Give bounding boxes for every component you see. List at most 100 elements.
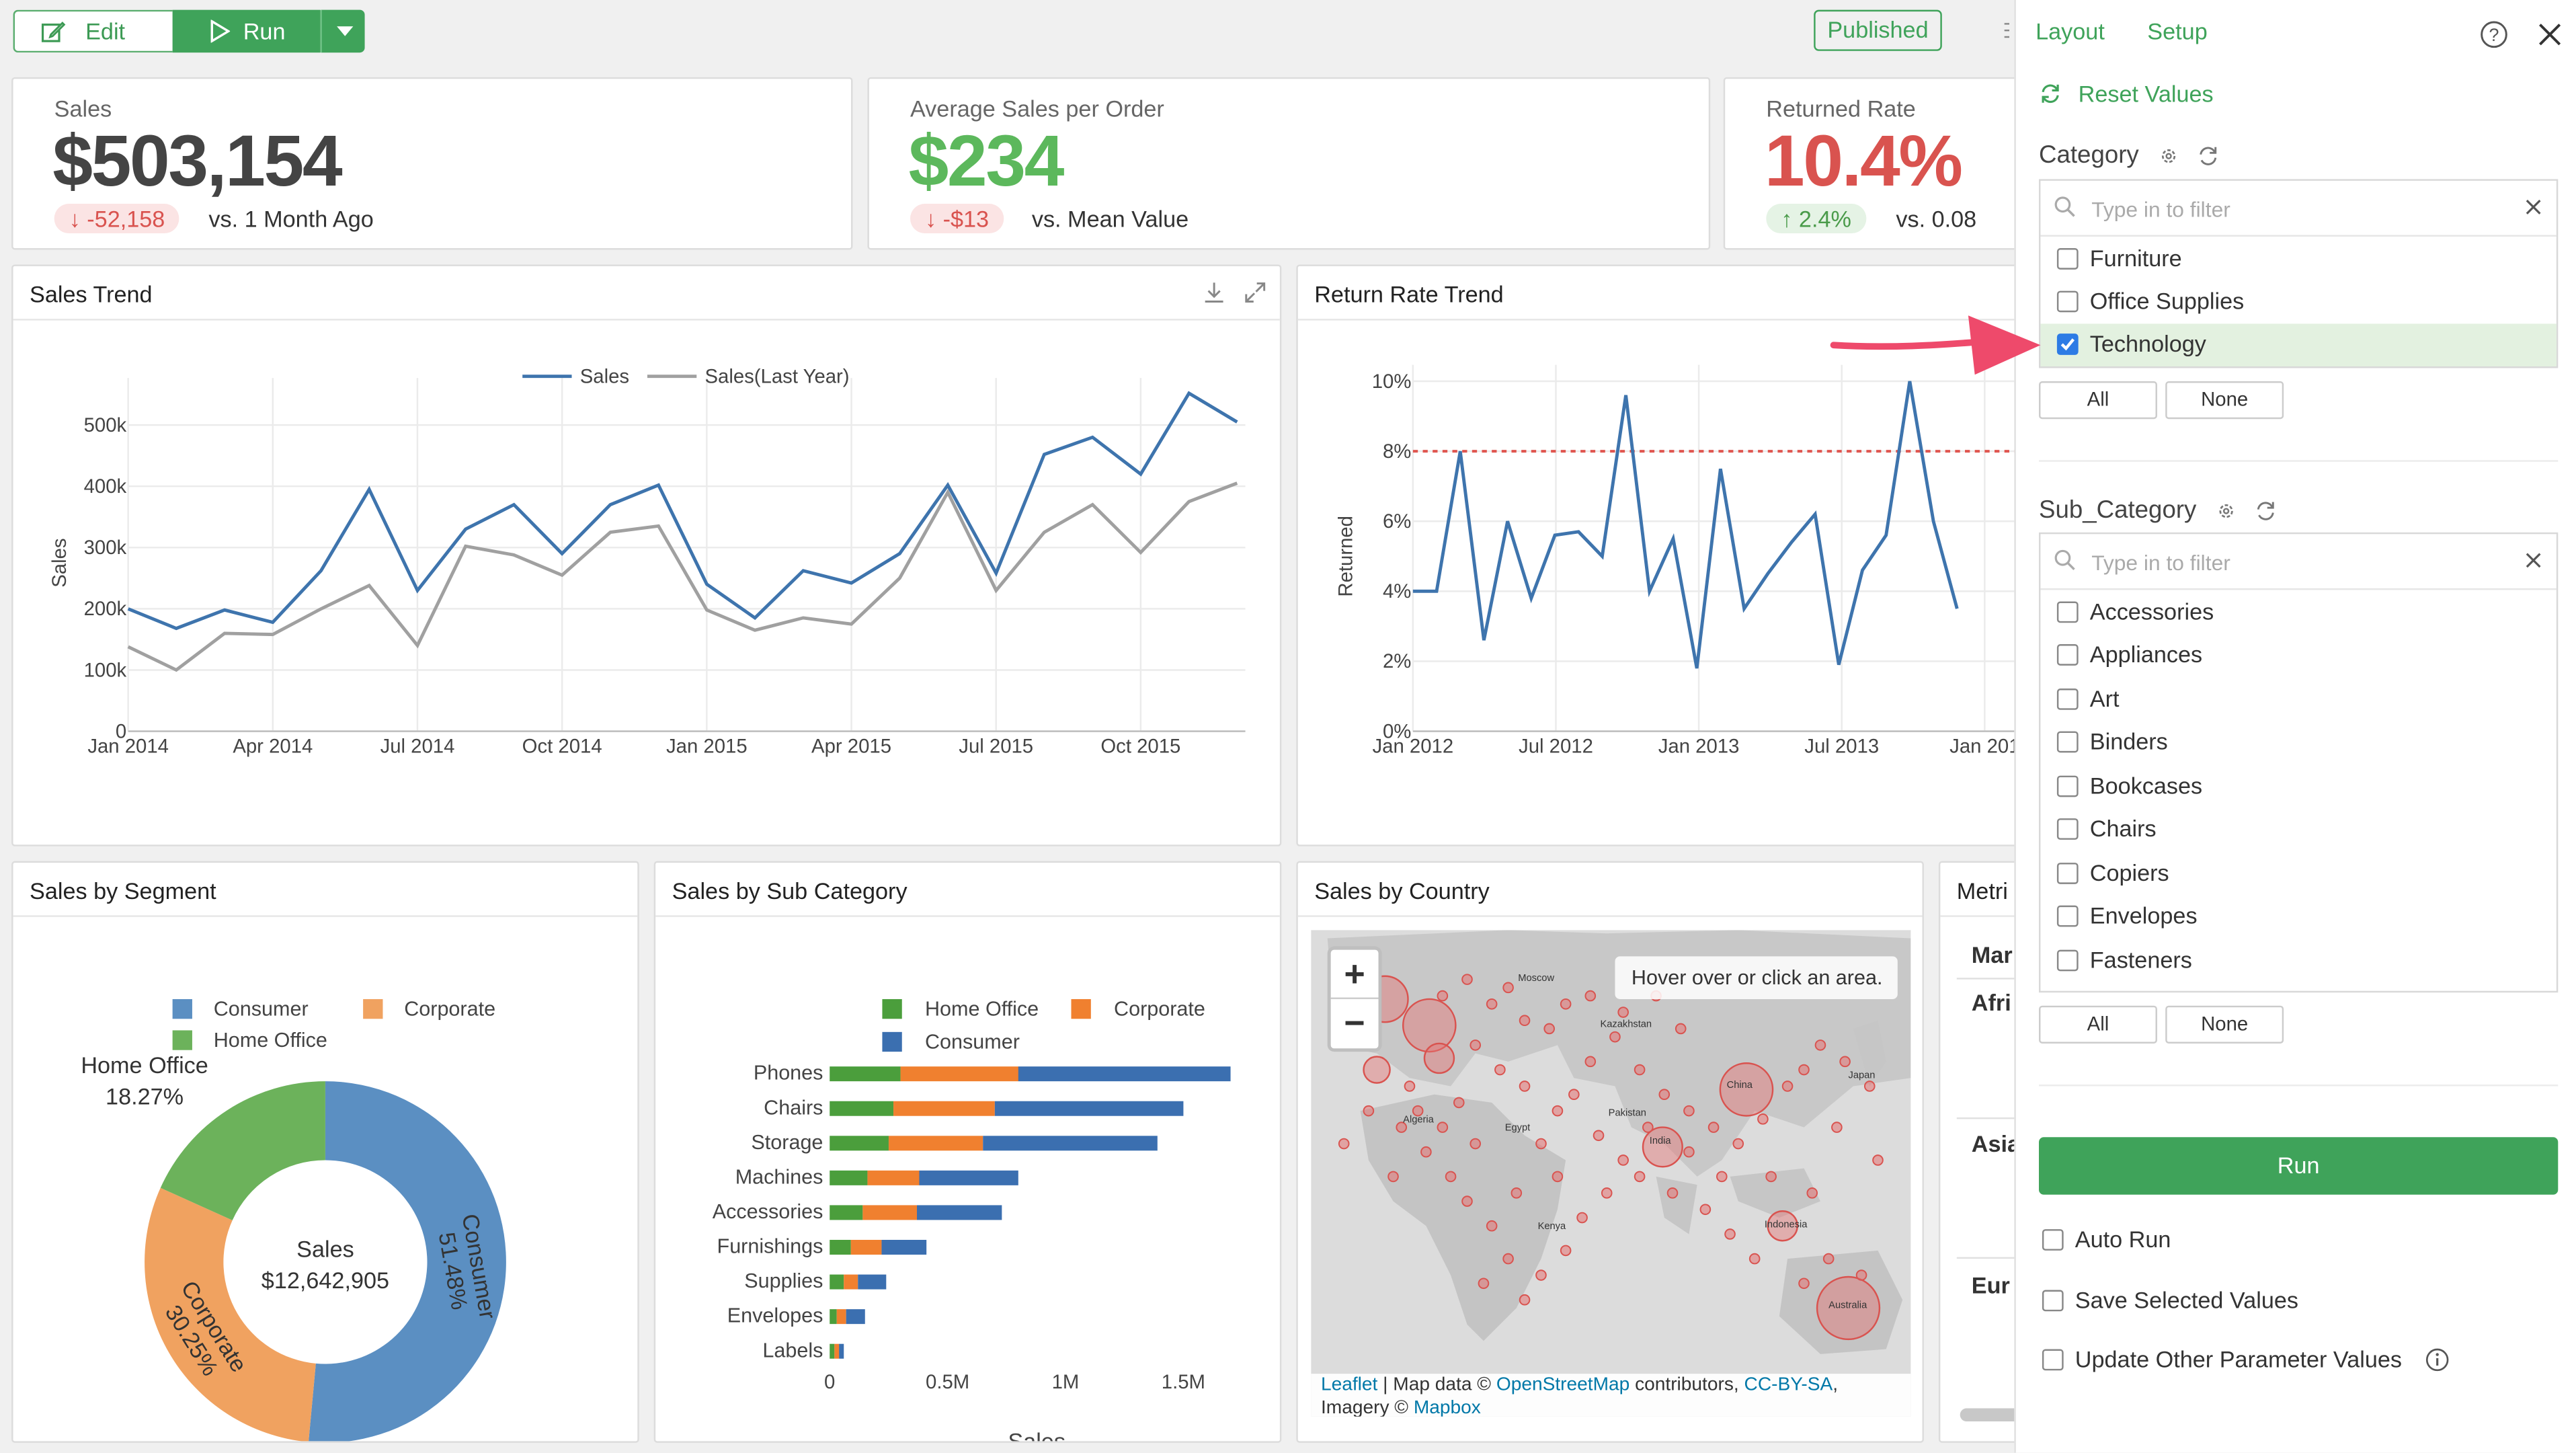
checkbox-checked[interactable]: [2056, 333, 2079, 355]
subcategory-all-button[interactable]: All: [2039, 1005, 2157, 1044]
license-link[interactable]: CC-BY-SA: [1744, 1375, 1833, 1395]
horizontal-scrollbar[interactable]: [1960, 1408, 2026, 1422]
info-icon[interactable]: [2425, 1347, 2450, 1372]
subcategory-option[interactable]: Appliances: [2040, 634, 2556, 677]
subcategory-option[interactable]: Copiers: [2040, 853, 2556, 896]
checkbox[interactable]: [2056, 818, 2079, 840]
sales-trend-card: Sales Trend 0 100k 200k 300k 400k 500k Jan 201…: [11, 264, 1282, 847]
clear-icon[interactable]: [2525, 552, 2541, 568]
category-all-button[interactable]: All: [2039, 381, 2157, 420]
bar-segment: [983, 1136, 1158, 1151]
subcategory-option[interactable]: Chairs: [2040, 808, 2556, 851]
category-none-button[interactable]: None: [2165, 381, 2284, 420]
subcategory-option[interactable]: Bookcases: [2040, 766, 2556, 809]
category-option-office-supplies[interactable]: Office Supplies: [2040, 281, 2556, 324]
map-bubble: [1552, 1171, 1564, 1183]
checkbox[interactable]: [2056, 290, 2079, 313]
refresh-icon[interactable]: [2254, 500, 2277, 522]
subcategory-option[interactable]: Accessories: [2040, 592, 2556, 635]
bar-segment: [994, 1101, 1184, 1116]
expand-icon[interactable]: [1244, 281, 1266, 304]
card-divider: [1940, 915, 2068, 917]
checkbox[interactable]: [2056, 731, 2079, 753]
tab-setup[interactable]: Setup: [2147, 17, 2208, 44]
subcategory-search-input[interactable]: Type in to filter: [2040, 534, 2557, 590]
refresh-icon[interactable]: [2197, 145, 2220, 167]
checkbox[interactable]: [2056, 644, 2079, 666]
run-menu-button[interactable]: [320, 9, 365, 53]
download-icon[interactable]: [1203, 281, 1225, 304]
map-bubble: [1568, 1089, 1580, 1101]
checkbox[interactable]: [2056, 689, 2079, 710]
published-button[interactable]: Published: [1814, 9, 1942, 51]
map-bubble: [1816, 1275, 1881, 1341]
y-axis-label: Sales: [48, 538, 71, 587]
kpi-label: Returned Rate: [1766, 95, 1916, 122]
checkbox[interactable]: [2042, 1290, 2064, 1312]
clear-icon[interactable]: [2525, 199, 2541, 215]
map-bubble: [1617, 1007, 1629, 1018]
checkbox[interactable]: [2056, 601, 2079, 623]
category-option-technology[interactable]: Technology: [2040, 323, 2557, 367]
map-bubble: [1387, 1171, 1399, 1183]
gear-icon[interactable]: [2159, 147, 2178, 166]
map-bubble: [1519, 1015, 1531, 1027]
map-bubbles[interactable]: [1311, 930, 1910, 1374]
map-bubble: [1724, 1228, 1736, 1240]
checkbox[interactable]: [2056, 775, 2079, 797]
subcategory-card: Sales by Sub Category Home Office Corpora…: [653, 861, 1282, 1443]
subcategory-none-button[interactable]: None: [2165, 1005, 2284, 1044]
map-bubble: [1396, 1122, 1408, 1133]
close-icon[interactable]: [2537, 22, 2563, 48]
more-menu-icon[interactable]: [2004, 23, 2010, 42]
map-bubble: [1601, 1187, 1613, 1199]
checkbox[interactable]: [2056, 863, 2079, 884]
legend-label: Home Office: [214, 1029, 327, 1052]
kpi-label: Sales: [54, 95, 112, 122]
checkbox[interactable]: [2056, 905, 2079, 927]
option-label: Accessories: [2089, 598, 2214, 625]
subcategory-option[interactable]: Binders: [2040, 721, 2556, 764]
reset-values-button[interactable]: Reset Values: [2078, 80, 2214, 107]
x-tick-label: Jan 2014: [87, 735, 169, 757]
subcategory-option[interactable]: Envelopes: [2040, 896, 2556, 939]
osm-link[interactable]: OpenStreetMap: [1496, 1375, 1630, 1395]
gear-icon[interactable]: [2216, 501, 2236, 520]
edit-button[interactable]: Edit: [13, 9, 173, 53]
map-bubble: [1502, 1253, 1514, 1265]
map-bubble: [1519, 1294, 1531, 1306]
map-bubble: [1543, 1023, 1556, 1035]
checkbox[interactable]: [2056, 248, 2079, 270]
checkbox[interactable]: [2056, 949, 2079, 972]
attribution-text: | Map data ©: [1377, 1375, 1496, 1395]
tab-layout[interactable]: Layout: [2036, 17, 2105, 44]
bar-segment: [830, 1136, 889, 1151]
help-icon[interactable]: ?: [2479, 19, 2509, 49]
bar-segment: [830, 1101, 894, 1116]
mapbox-link[interactable]: Mapbox: [1413, 1398, 1481, 1417]
checkbox[interactable]: [2042, 1349, 2064, 1371]
leaflet-link[interactable]: Leaflet: [1320, 1375, 1378, 1395]
run-button[interactable]: Run: [2039, 1137, 2559, 1195]
world-map[interactable]: Moscow Kazakhstan China India Indonesia …: [1311, 930, 1911, 1417]
zoom-in-button[interactable]: +: [1330, 950, 1379, 999]
checkbox[interactable]: [2042, 1229, 2064, 1251]
bar-segment: [830, 1205, 863, 1220]
subcategory-option[interactable]: Art: [2040, 678, 2556, 721]
zoom-out-button[interactable]: −: [1344, 1002, 1365, 1044]
legend-label: Home Office: [925, 997, 1039, 1020]
map-bubble: [1461, 974, 1473, 985]
category-search-input[interactable]: Type in to filter: [2040, 181, 2557, 237]
map-bubble: [1855, 1269, 1867, 1281]
option-label: Copiers: [2089, 859, 2169, 886]
kpi-compare-text: vs. 0.08: [1896, 205, 1977, 232]
refresh-icon[interactable]: [2039, 82, 2062, 105]
run-top-button[interactable]: Run: [172, 9, 321, 53]
kpi-delta: -$13: [942, 205, 990, 232]
map-label: Algeria: [1403, 1115, 1434, 1126]
subcategory-option[interactable]: Fasteners: [2040, 940, 2556, 983]
category-option-furniture[interactable]: Furniture: [2040, 238, 2556, 281]
search-icon: [2054, 549, 2075, 571]
kpi-card-sales: Sales $503,154 ↓ -52,158 vs. 1 Month Ago: [11, 77, 853, 250]
